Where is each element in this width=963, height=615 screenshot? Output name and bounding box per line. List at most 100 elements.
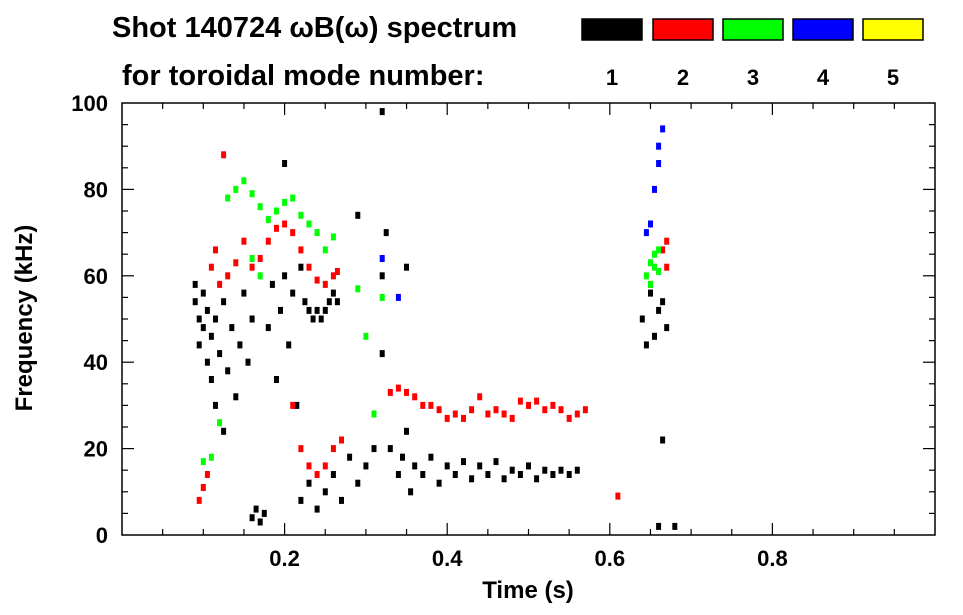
- data-point-mode-3: [257, 203, 263, 211]
- data-point-mode-2: [221, 151, 227, 159]
- data-point-mode-1: [387, 445, 393, 453]
- data-point-mode-2: [298, 445, 304, 453]
- x-tick-label: 0.2: [269, 546, 300, 571]
- data-point-mode-2: [306, 263, 312, 271]
- data-point-mode-1: [249, 315, 255, 323]
- data-point-mode-1: [282, 160, 288, 167]
- data-point-mode-1: [290, 289, 296, 297]
- data-point-mode-3: [233, 185, 239, 193]
- data-point-mode-2: [526, 401, 531, 409]
- data-point-mode-3: [274, 207, 279, 215]
- data-point-mode-2: [660, 246, 666, 254]
- data-point-mode-1: [550, 471, 556, 478]
- data-point-mode-2: [274, 224, 279, 232]
- data-point-mode-2: [558, 406, 564, 414]
- data-point-mode-3: [265, 216, 271, 224]
- data-point-mode-2: [314, 471, 320, 478]
- data-point-mode-2: [395, 384, 401, 392]
- legend-swatch-3: [722, 18, 784, 41]
- data-point-mode-4: [379, 255, 385, 262]
- data-point-mode-1: [347, 453, 353, 461]
- data-point-mode-1: [639, 315, 645, 323]
- data-point-mode-2: [387, 388, 393, 396]
- data-point-mode-1: [395, 471, 401, 478]
- data-point-mode-2: [412, 393, 418, 401]
- data-point-mode-1: [213, 315, 218, 323]
- data-point-mode-2: [404, 388, 409, 396]
- chart-title: Shot 140724 ωB(ω) spectrum: [112, 12, 517, 44]
- data-point-mode-1: [217, 350, 223, 358]
- data-point-mode-1: [334, 298, 340, 306]
- data-point-mode-1: [310, 315, 316, 323]
- y-tick-label: 80: [84, 177, 108, 202]
- data-point-mode-2: [322, 280, 328, 288]
- data-point-mode-2: [582, 406, 588, 414]
- chart-subtitle: for toroidal mode number:: [122, 60, 485, 92]
- data-point-mode-2: [574, 410, 580, 418]
- data-point-mode-1: [566, 471, 572, 478]
- data-point-mode-1: [294, 401, 300, 409]
- data-point-mode-1: [339, 496, 344, 504]
- series-4: [379, 125, 666, 301]
- data-point-mode-3: [217, 419, 223, 427]
- data-point-mode-1: [314, 505, 320, 513]
- data-point-mode-1: [253, 505, 259, 513]
- data-point-mode-3: [648, 280, 653, 288]
- data-point-mode-1: [379, 272, 385, 280]
- legend-swatch-2: [652, 18, 714, 41]
- y-tick-label: 60: [84, 264, 108, 289]
- y-tick-label: 0: [96, 523, 108, 548]
- data-point-mode-1: [286, 341, 292, 349]
- data-point-mode-1: [477, 462, 483, 470]
- data-point-mode-1: [461, 458, 466, 466]
- data-point-mode-2: [444, 414, 450, 422]
- data-point-mode-3: [249, 190, 255, 198]
- data-point-mode-1: [225, 367, 231, 375]
- data-point-mode-1: [444, 462, 450, 470]
- data-point-mode-3: [314, 229, 320, 237]
- data-point-mode-1: [196, 315, 202, 323]
- data-point-mode-1: [257, 518, 263, 526]
- plot-data: [192, 108, 678, 530]
- data-point-mode-2: [241, 237, 247, 245]
- data-point-mode-3: [322, 246, 328, 254]
- data-point-mode-2: [664, 263, 670, 271]
- data-point-mode-1: [229, 324, 235, 332]
- data-point-mode-4: [660, 125, 666, 133]
- data-point-mode-1: [517, 471, 523, 478]
- data-point-mode-1: [314, 306, 320, 314]
- data-point-mode-1: [355, 211, 361, 219]
- legend-label-2: 2: [677, 65, 689, 90]
- data-point-mode-1: [526, 462, 531, 470]
- data-point-mode-2: [566, 414, 572, 422]
- data-point-mode-1: [404, 263, 409, 271]
- data-point-mode-3: [652, 250, 657, 258]
- data-point-mode-2: [493, 406, 499, 414]
- data-point-mode-2: [534, 397, 540, 405]
- data-point-mode-1: [318, 315, 324, 323]
- legend-swatch-1: [581, 18, 643, 41]
- data-point-mode-1: [672, 522, 678, 530]
- data-point-mode-2: [282, 220, 288, 228]
- data-point-mode-2: [330, 272, 336, 280]
- data-point-mode-2: [664, 237, 670, 245]
- data-point-mode-1: [363, 462, 369, 470]
- data-point-mode-1: [261, 509, 267, 517]
- data-point-mode-1: [664, 324, 670, 332]
- data-point-mode-1: [656, 522, 662, 530]
- data-point-mode-2: [306, 462, 312, 470]
- data-point-mode-2: [330, 445, 336, 453]
- data-point-mode-2: [213, 246, 218, 254]
- data-point-mode-1: [233, 393, 239, 401]
- data-point-mode-3: [379, 293, 385, 301]
- data-point-mode-2: [298, 246, 304, 254]
- data-point-mode-1: [306, 306, 312, 314]
- data-point-mode-2: [204, 471, 210, 478]
- legend-label-1: 1: [606, 65, 618, 90]
- data-point-mode-1: [322, 488, 328, 496]
- data-point-mode-1: [408, 488, 414, 496]
- data-point-mode-1: [249, 514, 255, 522]
- data-point-mode-1: [204, 306, 210, 314]
- data-point-mode-2: [339, 436, 344, 444]
